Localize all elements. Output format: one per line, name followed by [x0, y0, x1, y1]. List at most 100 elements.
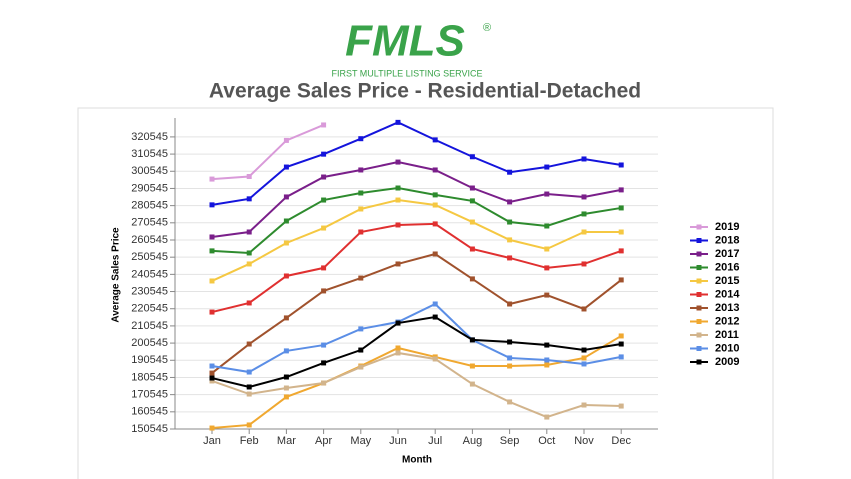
data-point [618, 248, 624, 254]
data-point [209, 378, 215, 384]
data-point [432, 314, 438, 320]
data-point [283, 348, 289, 354]
data-point [209, 309, 215, 315]
data-point [544, 191, 550, 197]
data-point [581, 355, 587, 361]
data-point [246, 173, 252, 179]
data-point [246, 261, 252, 267]
data-point [283, 137, 289, 143]
data-point [358, 190, 364, 196]
data-point [209, 370, 215, 376]
legend-swatch-marker [696, 278, 702, 284]
chart-panel [77, 107, 774, 479]
data-point [618, 187, 624, 193]
data-point [469, 185, 475, 191]
data-point [358, 347, 364, 353]
data-point [544, 414, 550, 420]
data-point [469, 198, 475, 204]
y-tick-label: 220545 [131, 303, 168, 315]
series-line [211, 252, 622, 374]
data-point [469, 381, 475, 387]
legend-label: 2012 [715, 315, 739, 327]
data-point [358, 167, 364, 173]
data-point [283, 218, 289, 224]
logo-tagline: FIRST MULTIPLE LISTING SERVICE [331, 68, 482, 78]
x-tick-label: Mar [277, 435, 296, 447]
data-point [507, 399, 513, 405]
y-tick-label: 230545 [131, 285, 168, 297]
series-line [211, 222, 622, 314]
data-point [246, 422, 252, 428]
x-axis-label: Month [402, 455, 432, 466]
data-point [581, 361, 587, 367]
y-axis-label: Average Sales Price [111, 227, 122, 323]
legend-label: 2017 [715, 248, 739, 260]
data-point [469, 219, 475, 225]
data-point [358, 326, 364, 332]
legend-label: 2009 [715, 356, 739, 368]
data-point [544, 292, 550, 298]
data-point [544, 265, 550, 271]
data-point [581, 156, 587, 162]
y-tick-label: 300545 [131, 165, 168, 177]
data-point [507, 237, 513, 243]
y-tick-label: 200545 [131, 337, 168, 349]
data-point [246, 250, 252, 256]
data-point [544, 362, 550, 368]
y-tick-label: 190545 [131, 354, 168, 366]
x-tick-label: Oct [538, 435, 555, 447]
data-point [395, 345, 401, 351]
data-point [395, 119, 401, 125]
legend-label: 2018 [715, 234, 739, 246]
data-point [581, 402, 587, 408]
data-point [507, 363, 513, 369]
data-point [544, 357, 550, 363]
data-point [209, 202, 215, 208]
data-point [209, 176, 215, 182]
y-tick-label: 280545 [131, 200, 168, 212]
data-point [469, 363, 475, 369]
y-tick-label: 290545 [131, 182, 168, 194]
legend-swatch-marker [696, 359, 702, 365]
data-point [507, 255, 513, 261]
y-tick-label: 180545 [131, 371, 168, 383]
series-line [211, 335, 622, 430]
legend-label: 2016 [715, 261, 739, 273]
x-tick-label: Jan [203, 435, 221, 447]
data-point [209, 248, 215, 254]
data-point [209, 234, 215, 240]
x-tick-label: Sep [500, 435, 520, 447]
data-point [507, 301, 513, 307]
data-point [618, 229, 624, 235]
legend-label: 2015 [715, 275, 739, 287]
legend-swatch-marker [696, 332, 702, 338]
data-point [321, 151, 327, 157]
data-point [395, 350, 401, 356]
x-tick-label: Aug [463, 435, 483, 447]
data-point [581, 194, 587, 200]
data-point [618, 333, 624, 339]
series-line [211, 124, 324, 181]
data-point [544, 164, 550, 170]
data-point [283, 385, 289, 391]
data-point [321, 360, 327, 366]
legend-swatch-marker [696, 251, 702, 257]
data-point [283, 194, 289, 200]
data-point [469, 337, 475, 343]
data-point [395, 222, 401, 228]
data-point [507, 355, 513, 361]
x-tick-label: Feb [240, 435, 259, 447]
data-point [246, 369, 252, 375]
data-point [358, 206, 364, 212]
data-point [246, 384, 252, 390]
series-line [211, 351, 622, 419]
data-point [469, 246, 475, 252]
x-tick-label: Apr [315, 435, 332, 447]
data-point [246, 391, 252, 397]
data-point [432, 301, 438, 307]
data-point [618, 205, 624, 211]
data-point [581, 306, 587, 312]
y-tick-label: 320545 [131, 131, 168, 143]
y-tick-label: 310545 [131, 148, 168, 160]
data-point [469, 154, 475, 160]
